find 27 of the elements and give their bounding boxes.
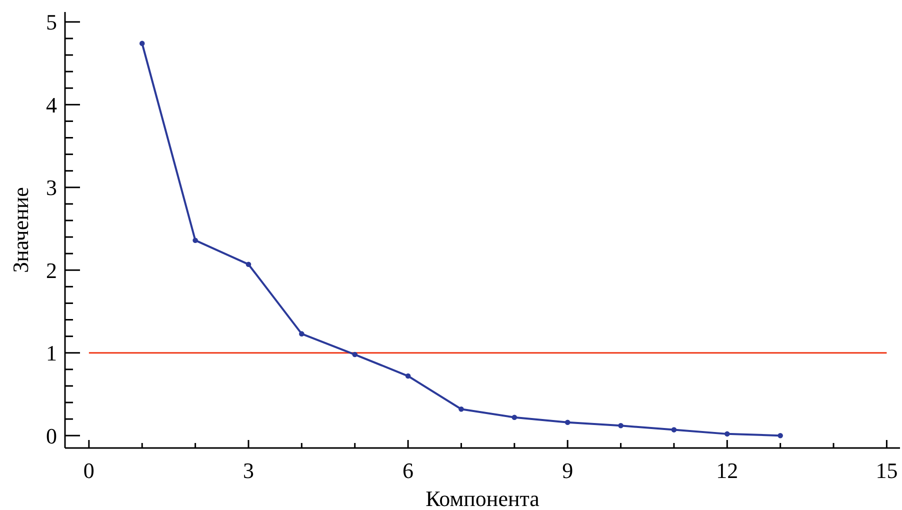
point — [618, 423, 624, 428]
x-tick-label: 6 — [402, 458, 414, 483]
y-tick-label: 5 — [46, 10, 57, 35]
y-tick-label: 0 — [46, 423, 57, 448]
x-tick-label: 3 — [242, 458, 254, 483]
point — [724, 431, 730, 437]
y-tick-label: 3 — [46, 175, 57, 200]
x-tick-label: 12 — [716, 458, 738, 483]
y-tick-label: 2 — [46, 258, 57, 283]
x-tick-label: 0 — [83, 458, 94, 483]
y-tick-label: 4 — [46, 92, 57, 118]
point — [139, 40, 145, 46]
point — [352, 352, 358, 358]
point — [778, 432, 783, 438]
point — [192, 238, 198, 243]
y-axis-title: Значение — [8, 187, 33, 273]
x-tick-label: 15 — [876, 458, 898, 483]
point — [405, 373, 411, 379]
point — [458, 406, 464, 412]
x-axis-title: Компонента — [426, 486, 540, 510]
point — [671, 427, 677, 432]
point — [246, 262, 252, 267]
point — [512, 414, 518, 420]
point — [564, 420, 570, 425]
y-tick-label: 1 — [46, 340, 57, 366]
x-tick-label: 9 — [562, 458, 574, 483]
point — [299, 331, 304, 336]
